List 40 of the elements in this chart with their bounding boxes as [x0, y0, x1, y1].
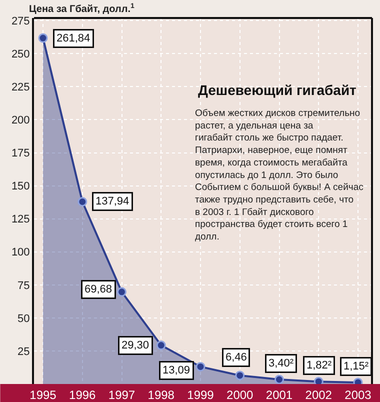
x-tick-label: 1999 — [187, 388, 214, 402]
point — [314, 376, 324, 384]
point — [38, 33, 48, 43]
data-label: 29,30 — [122, 340, 150, 352]
point — [156, 340, 166, 350]
data-label: 13,09 — [162, 364, 190, 376]
y-tick-label: 200 — [11, 114, 30, 127]
x-tick-label: 1996 — [69, 388, 96, 402]
x-tick-label: 1997 — [108, 388, 136, 402]
y-axis-title: Цена за Гбайт, долл.$^{1}$ — [29, 3, 134, 16]
text: Объем жестких дисков стремительно растет, а удельная цена за гигабайт столь же быстро падает. Патриархи, наверное, еще помнят время, когда стоимость мегабайта опустилась до 1 долл. Это было Событием с большой буквы! А сейчас также трудно представить себе, что в 2003 г. 1 Гбайт дискового пространства будет стоить всего 1 долл. — [195, 108, 364, 242]
point — [235, 370, 245, 380]
data-label: 261,84 — [56, 32, 90, 44]
data-label: 137,94 — [96, 196, 130, 208]
y-tick-label: 125 — [11, 214, 30, 226]
point — [117, 287, 126, 297]
data-label: 3,40² — [268, 358, 294, 370]
y-tick-label: 100 — [11, 246, 30, 259]
y-tick-label: 225 — [11, 82, 30, 94]
x-tick-label: 2002 — [305, 388, 332, 402]
point — [196, 362, 206, 372]
y-tick-label: 150 — [11, 180, 30, 193]
y-tick-label: 275 — [11, 15, 30, 28]
point — [274, 374, 284, 384]
data-label: 1,15² — [344, 360, 369, 372]
x-tick-label: 1995 — [30, 388, 57, 402]
x-tick-label: 1998 — [148, 388, 175, 402]
point — [78, 196, 88, 206]
y-tick-label: 50 — [18, 312, 30, 325]
data-label: 1,82² — [306, 360, 332, 372]
data-label: 6,46 — [226, 352, 247, 364]
data-label: 69,68 — [84, 284, 112, 296]
y-tick-label: 250 — [11, 48, 30, 61]
text: Дешевеющий гигабайт — [198, 82, 357, 98]
x-tick-label: 2001 — [266, 388, 293, 402]
y-tick-label: 25 — [18, 346, 30, 358]
y-tick-label: 75 — [18, 280, 30, 292]
x-tick-label: 2000 — [226, 388, 254, 402]
x-tick-label: 2003 — [344, 388, 372, 402]
y-tick-label: 175 — [11, 148, 30, 160]
